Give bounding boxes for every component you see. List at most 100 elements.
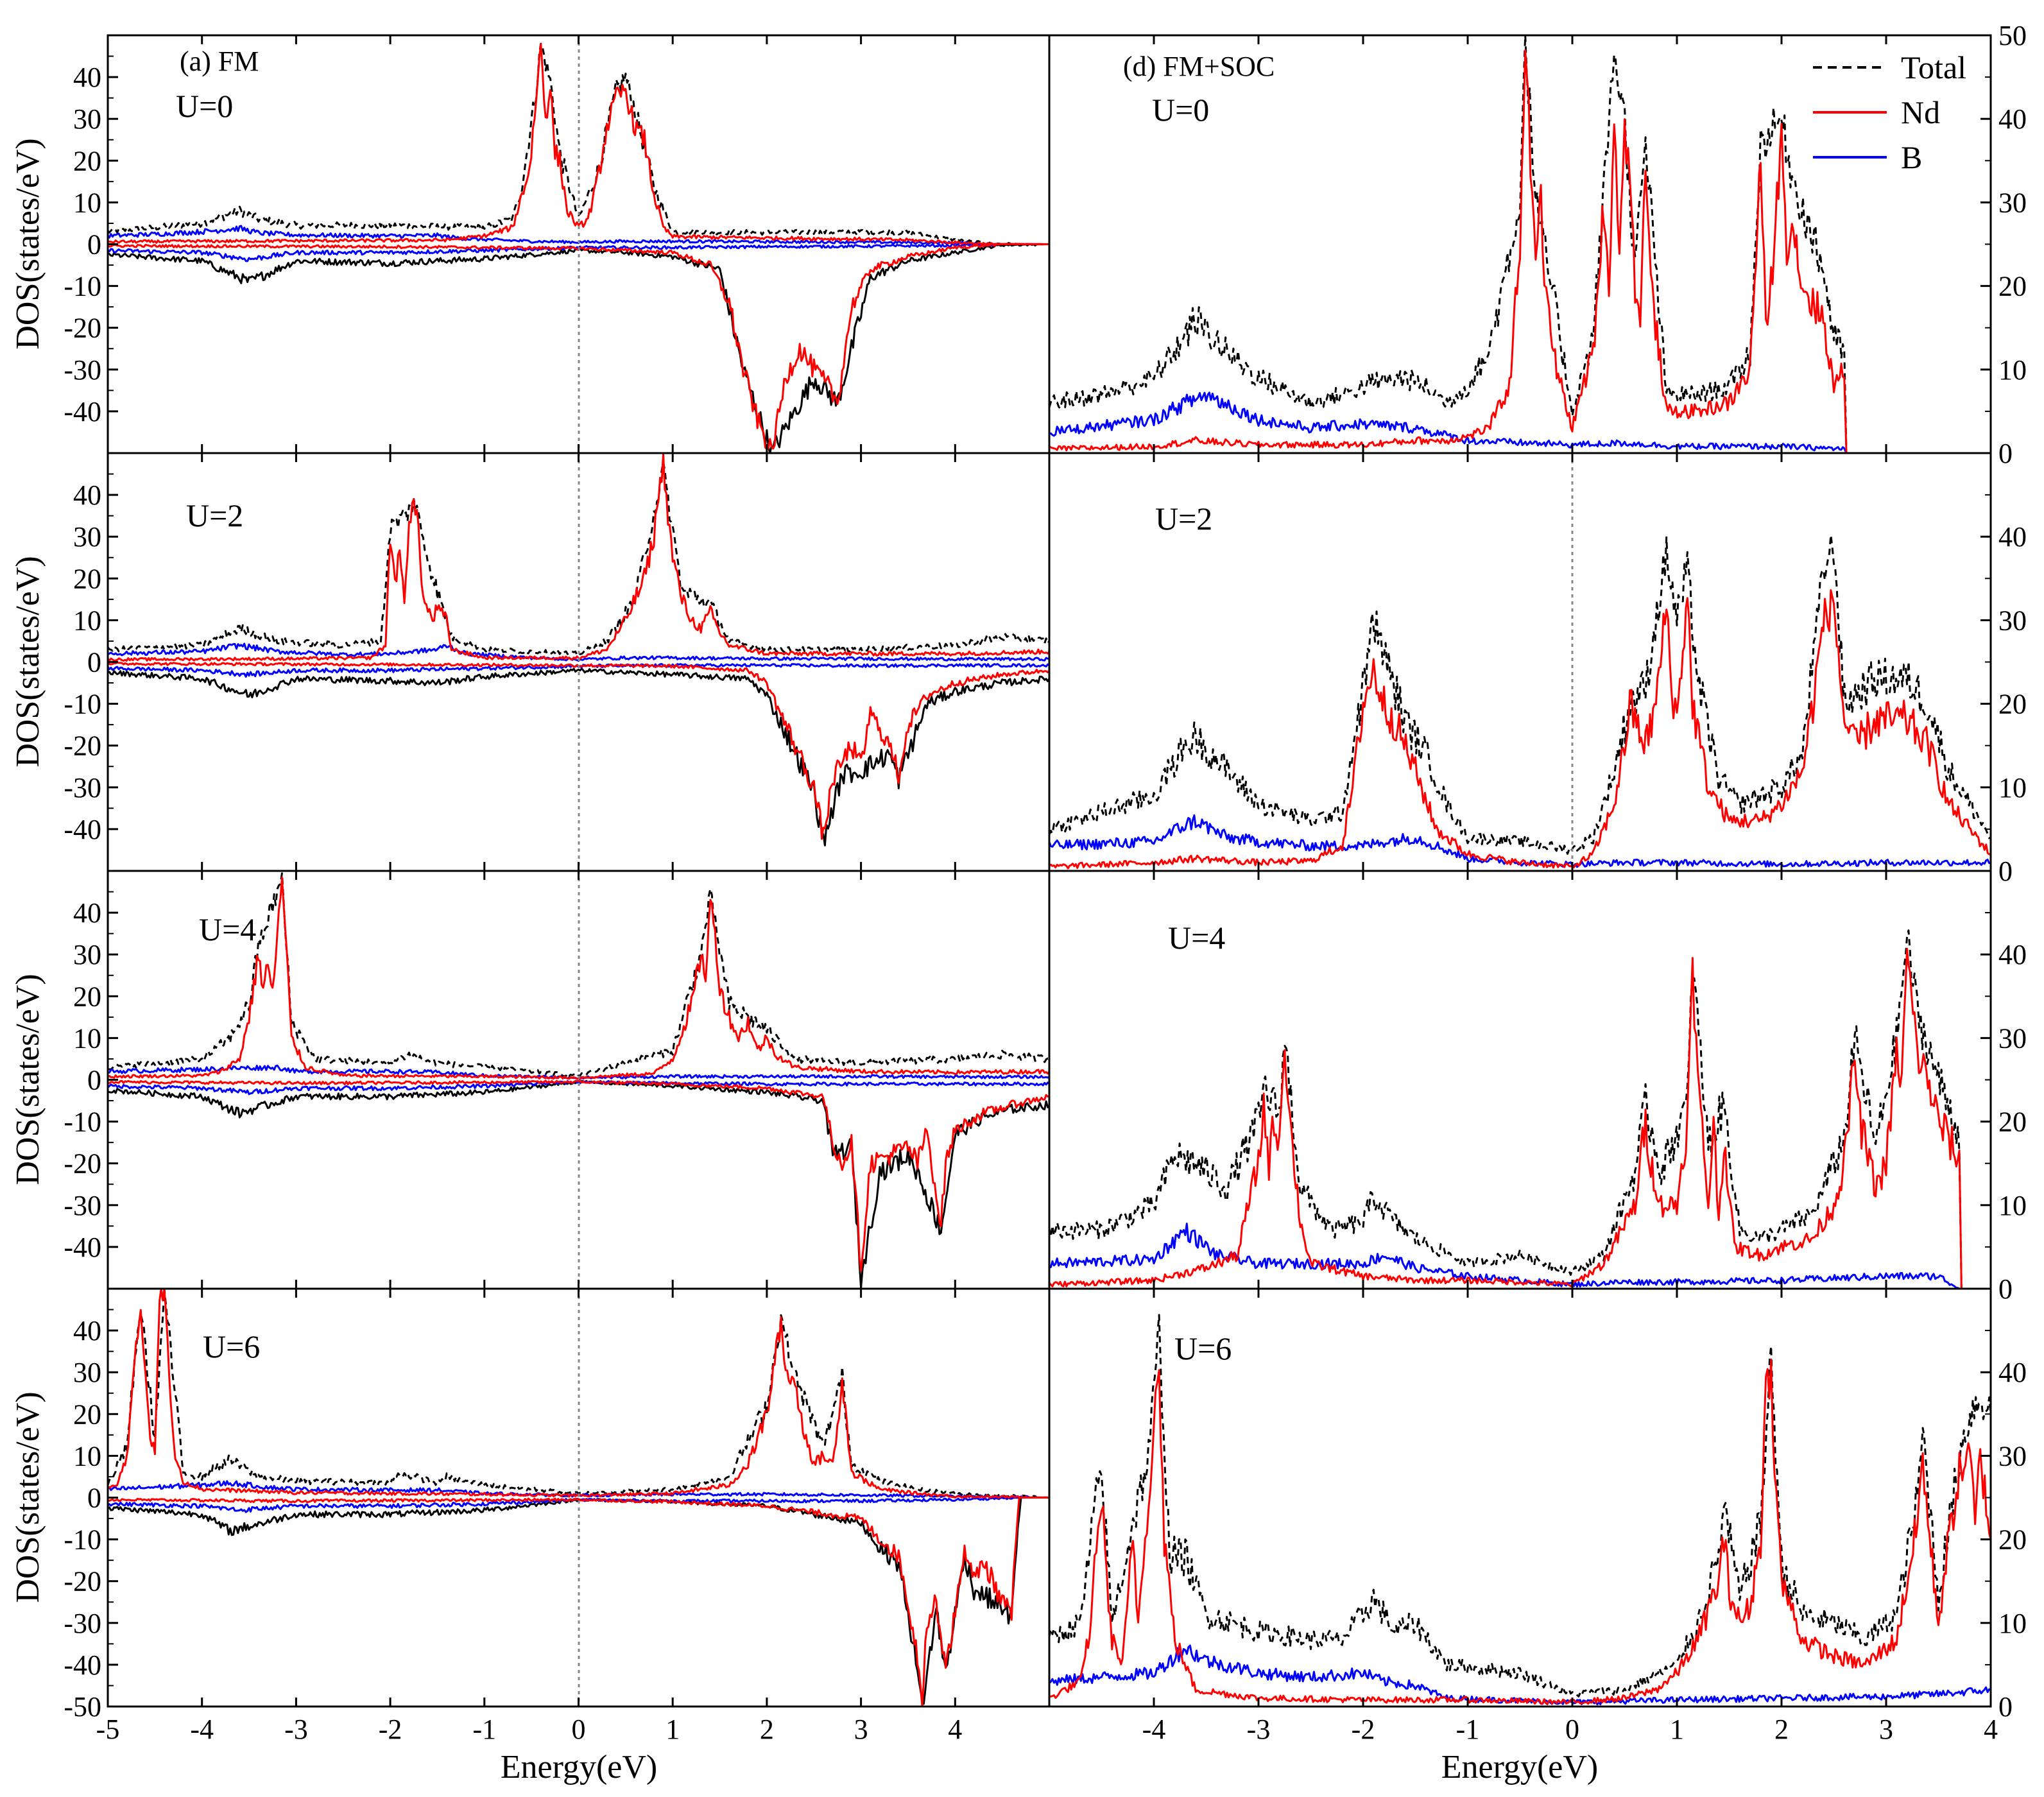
y-tick-label: -20 [64,1148,101,1180]
panel-soc-u6-frame [1048,1287,1992,1708]
y-tick-label: 0 [87,229,101,261]
y-tick-label: 10 [73,605,101,636]
x-tick-label: -2 [379,1714,402,1745]
y-tick-label: -20 [64,730,101,762]
panel-soc-u0-u-label: U=0 [1152,92,1209,128]
series-nd-spin-down [108,1079,1049,1273]
y-tick-label: 40 [73,1315,101,1346]
y-tick-label: 30 [1998,605,2027,636]
x-tick-label: 1 [1670,1714,1684,1745]
panel-fm-u6-xticks: -5 -4 -3 -2 -1 0 1 2 3 4 [96,1714,963,1745]
y-tick-label: 0 [1998,438,2013,469]
y-tick-label: 40 [73,479,101,511]
y-tick-label: -10 [64,1524,101,1556]
series-total-spin-up [108,872,1049,1078]
series-nd [1049,947,1991,1289]
panel-soc-u4-lines [1049,929,1991,1289]
x-tick-label: 2 [1774,1714,1789,1745]
y-tick-label: 10 [73,187,101,218]
y-tick-label: 0 [1998,856,2013,887]
y-tick-label: 20 [1998,1106,2027,1138]
y-tick-label: 40 [73,62,101,93]
panel-soc-u0-lines [1049,35,1991,453]
series-nd-spin-down [108,1497,1049,1707]
series-nd [1049,1358,1991,1706]
series-b [1049,391,1991,453]
y-tick-label: -40 [64,814,101,845]
panel-soc-u4-u-label: U=4 [1168,920,1225,956]
series-total-spin-up [108,461,1049,656]
y-tick-label: 0 [87,1483,101,1514]
panel-soc-u0: 50 40 30 20 10 0 (d) FM+SOC U=0 Total Nd B [1048,20,2027,469]
x-axis-title-left: Energy(eV) [501,1749,658,1785]
y-tick-label: 10 [73,1022,101,1054]
x-tick-label: 3 [1879,1714,1893,1745]
panel-fm-u4-u-label: U=4 [199,911,256,947]
x-tick-label: 2 [760,1714,774,1745]
y-tick-label: 20 [1998,271,2027,302]
panel-fm-u2-u-label: U=2 [186,497,243,533]
panel-soc-u2-u-label: U=2 [1155,501,1212,537]
x-tick-label: 0 [1565,1714,1579,1745]
series-total-spin-up [108,42,1049,245]
y-tick-label: 10 [1998,772,2027,804]
x-tick-label: 4 [948,1714,962,1745]
y-tick-label: 30 [1998,187,2027,218]
y-tick-label: -50 [64,1691,101,1723]
y-tick-label: 10 [1998,1190,2027,1221]
y-tick-label: 0 [87,1065,101,1096]
x-tick-label: 0 [572,1714,586,1745]
panel-fm-u0-yticks: 40 30 20 10 0 -10 -20 -30 -40 [64,55,118,427]
x-tick-label: -1 [1456,1714,1480,1745]
y-tick-label: 40 [73,897,101,929]
legend: Total Nd B [1813,49,1966,175]
panel-fm-u0-u-label: U=0 [176,88,233,124]
y-tick-label: 40 [1998,939,2027,970]
x-tick-label: 3 [854,1714,868,1745]
y-tick-label: 50 [1998,20,2027,51]
y-tick-label: 40 [1998,103,2027,135]
series-total [1049,929,1991,1289]
x-tick-label: 1 [666,1714,680,1745]
series-total-spin-down [108,667,1049,847]
panel-soc-u6-xticks: -4 -3 -2 -1 0 1 2 3 4 [1142,1714,1998,1745]
y-tick-label: 0 [87,647,101,678]
panel-fm-u2-yticks: 40 30 20 10 0 -10 -20 -30 -40 [64,473,118,845]
y-tick-label: 40 [1998,1357,2027,1388]
x-tick-label: -2 [1352,1714,1375,1745]
panel-fm-u6-yticks: 40 30 20 10 0 -10 -20 -30 -40 -50 [64,1309,118,1723]
panel-fm-u2: 40 30 20 10 0 -10 -20 -30 -40 U=2 [64,452,1051,872]
y-tick-label: 0 [1998,1691,2013,1723]
panel-soc-u6-lines [1049,1314,1991,1706]
y-tick-label: 10 [1998,1608,2027,1639]
y-tick-label: -10 [64,689,101,720]
y-tick-label: 30 [73,939,101,970]
panel-soc-u6-yticks: 40 30 20 10 0 [1980,1330,2027,1723]
y-tick-label: -10 [64,271,101,302]
legend-total-label: Total [1901,49,1966,85]
x-tick-label: -4 [190,1714,214,1745]
y-axis-title-panel-4: DOS(states/eV) [10,1391,46,1603]
y-tick-label: 20 [73,563,101,594]
legend-nd-label: Nd [1901,94,1940,130]
y-tick-label: -20 [64,313,101,344]
y-tick-label: 30 [73,103,101,135]
x-tick-label: -1 [472,1714,496,1745]
panel-soc-u6-u-label: U=6 [1174,1330,1232,1366]
y-tick-label: 30 [1998,1440,2027,1472]
legend-b-label: B [1901,139,1922,175]
panel-soc-u4-yticks: 40 30 20 10 0 [1980,912,2027,1305]
x-tick-label: 4 [1984,1714,1998,1745]
y-tick-label: 30 [73,1357,101,1388]
series-total [1049,1314,1991,1698]
y-tick-label: -30 [64,772,101,804]
y-tick-label: 10 [1998,354,2027,386]
x-tick-label: -3 [284,1714,308,1745]
y-axis-title-panel-2: DOS(states/eV) [10,556,46,767]
y-tick-label: 20 [73,1398,101,1430]
panel-soc-u2-lines [1049,534,1991,870]
y-tick-label: 20 [73,145,101,176]
y-tick-label: -30 [64,1608,101,1639]
x-tick-label: -4 [1142,1714,1166,1745]
y-tick-label: 20 [73,981,101,1012]
